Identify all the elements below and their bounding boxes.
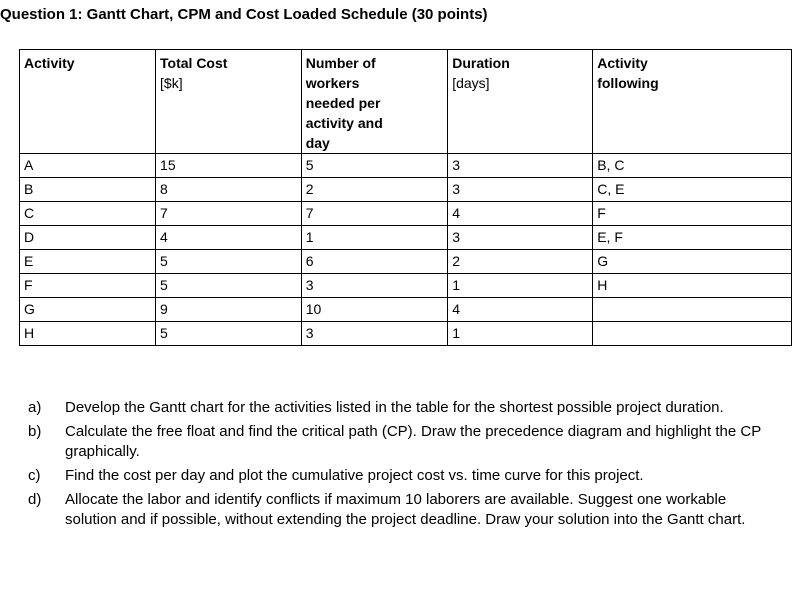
cell-workers: 5 (300, 153, 449, 178)
question-label: d) (28, 491, 42, 508)
cell-activity: C (18, 201, 157, 226)
cell-duration: 3 (447, 225, 594, 250)
cell-workers: 3 (300, 321, 449, 346)
header-label: Number of workers needed per activity an… (305, 55, 383, 151)
cell-duration: 4 (447, 201, 594, 226)
question-item: c) Find the cost per day and plot the cum… (28, 466, 778, 486)
question-item: b) Calculate the free float and find the … (28, 422, 778, 462)
question-text: Calculate the free float and find the cr… (65, 423, 761, 460)
cell-activity: A (18, 153, 157, 178)
cell-following: E, F (592, 225, 792, 250)
cell-workers: 1 (300, 225, 449, 250)
cell-following: H (592, 273, 792, 298)
header-label: Duration (452, 55, 510, 71)
page-title: Question 1: Gantt Chart, CPM and Cost Lo… (0, 6, 488, 23)
cell-workers: 7 (300, 201, 449, 226)
cell-activity: E (18, 249, 157, 274)
table-row: B 8 2 3 C, E (18, 177, 792, 202)
cell-total-cost: 9 (155, 297, 302, 322)
cell-total-cost: 5 (155, 273, 302, 298)
cell-activity: D (18, 225, 157, 250)
cell-total-cost: 5 (155, 249, 302, 274)
question-list: a) Develop the Gantt chart for the activi… (28, 398, 778, 534)
question-text: Find the cost per day and plot the cumul… (65, 467, 644, 484)
table-row: G 9 10 4 (18, 297, 792, 322)
cell-duration: 4 (447, 297, 594, 322)
cell-workers: 2 (300, 177, 449, 202)
question-label: a) (28, 399, 42, 416)
cell-following: C, E (592, 177, 792, 202)
cell-duration: 1 (447, 273, 594, 298)
question-item: d) Allocate the labor and identify confli… (28, 490, 778, 530)
question-label: b) (28, 423, 42, 440)
cell-activity: G (18, 297, 157, 322)
cell-following (592, 297, 792, 322)
table-row: A 15 5 3 B, C (18, 153, 792, 178)
question-item: a) Develop the Gantt chart for the activi… (28, 398, 778, 418)
cell-workers: 10 (300, 297, 449, 322)
cell-total-cost: 4 (155, 225, 302, 250)
header-label: Activity following (597, 55, 659, 91)
question-text: Develop the Gantt chart for the activiti… (65, 399, 724, 416)
cell-total-cost: 5 (155, 321, 302, 346)
cell-workers: 3 (300, 273, 449, 298)
header-label: Total Cost (160, 55, 228, 71)
question-text: Allocate the labor and identify conflict… (65, 491, 746, 528)
question-label: c) (28, 467, 41, 484)
cell-activity: H (18, 321, 157, 346)
cell-following: F (592, 201, 792, 226)
cell-activity: F (18, 273, 157, 298)
table-row: D 4 1 3 E, F (18, 225, 792, 250)
cell-following: B, C (592, 153, 792, 178)
cell-duration: 1 (447, 321, 594, 346)
cell-following: G (592, 249, 792, 274)
cell-total-cost: 8 (155, 177, 302, 202)
header-following: Activity following (592, 49, 792, 154)
cell-following (592, 321, 792, 346)
header-activity: Activity (18, 49, 157, 154)
cell-total-cost: 7 (155, 201, 302, 226)
cell-duration: 3 (447, 153, 594, 178)
header-unit: [days] (452, 75, 490, 91)
header-duration: Duration [days] (447, 49, 594, 154)
header-workers: Number of workers needed per activity an… (300, 49, 449, 154)
cell-total-cost: 15 (155, 153, 302, 178)
cell-duration: 2 (447, 249, 594, 274)
header-total-cost: Total Cost [$k] (155, 49, 302, 154)
header-unit: [$k] (160, 75, 183, 91)
table-header-row: Activity Total Cost [$k] Number of worker… (18, 49, 792, 154)
cell-duration: 3 (447, 177, 594, 202)
cell-workers: 6 (300, 249, 449, 274)
header-label: Activity (24, 55, 75, 71)
activity-table: Activity Total Cost [$k] Number of worker… (18, 49, 792, 346)
cell-activity: B (18, 177, 157, 202)
